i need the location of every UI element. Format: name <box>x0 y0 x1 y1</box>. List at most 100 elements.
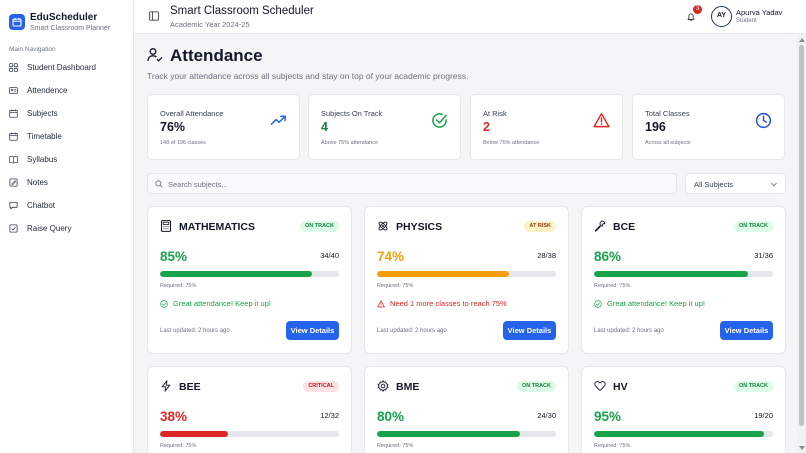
lightning-icon <box>161 380 171 392</box>
sidebar-item-label: Raise Query <box>27 224 72 233</box>
warning-icon <box>593 112 610 128</box>
subject-name: HV <box>613 381 628 393</box>
required-note: Required: 75% <box>377 443 414 449</box>
avatar[interactable]: AY <box>711 6 732 27</box>
stat-card-at-risk: At Risk 2 Below 75% attendance <box>470 94 623 160</box>
sidebar-item-raise-query[interactable]: Raise Query <box>0 217 134 240</box>
status-badge: ON TRACK <box>516 381 556 392</box>
sidebar-item-student-dashboard[interactable]: Student Dashboard <box>0 56 134 79</box>
heart-icon <box>594 381 606 392</box>
sidebar-item-label: Syllabus <box>27 155 58 164</box>
attendance-percent: 85% <box>160 249 188 264</box>
progress-fill <box>377 431 521 437</box>
sidebar-toggle-icon[interactable] <box>149 11 159 21</box>
sidebar-item-label: Timetable <box>27 132 62 141</box>
subject-name: BEE <box>179 381 201 393</box>
attendance-ratio: 24/30 <box>537 411 556 420</box>
search-input[interactable] <box>168 177 668 191</box>
calculator-icon <box>161 220 171 232</box>
warning-icon <box>377 299 385 307</box>
book-icon <box>9 155 18 164</box>
atom-icon <box>378 221 388 231</box>
progress-fill <box>594 271 748 277</box>
stat-note: Below 75% attendance <box>483 140 540 146</box>
chevron-down-icon <box>771 182 777 187</box>
notification-badge: 3 <box>693 5 702 14</box>
attendance-percent: 80% <box>377 409 405 424</box>
progress-bar <box>160 431 339 437</box>
view-details-button[interactable]: View Details <box>503 321 556 340</box>
stat-value: 76% <box>160 120 186 134</box>
attendance-percent: 95% <box>594 409 622 424</box>
progress-fill <box>160 271 313 277</box>
attendance-ratio: 12/32 <box>320 411 339 420</box>
subject-name: PHYSICS <box>396 221 443 233</box>
id-card-icon <box>9 87 18 94</box>
sidebar-item-label: Notes <box>27 178 48 187</box>
required-note: Required: 75% <box>594 443 631 449</box>
stat-label: At Risk <box>483 109 507 118</box>
chat-icon <box>9 201 18 210</box>
attendance-percent: 86% <box>594 249 622 264</box>
stat-card-subjects-on-track: Subjects On Track 4 Above 75% attendance <box>308 94 461 160</box>
note-icon <box>9 178 18 187</box>
search-box <box>147 173 677 194</box>
attendance-percent: 74% <box>377 249 405 264</box>
stat-card-total-classes: Total Classes 196 Across all subjects <box>632 94 785 160</box>
sidebar-item-subjects[interactable]: Subjects <box>0 102 134 125</box>
stat-label: Subjects On Track <box>321 109 383 118</box>
calendar-icon <box>9 132 18 141</box>
view-details-button[interactable]: View Details <box>720 321 773 340</box>
last-updated: Last updated: 2 hours ago <box>377 328 447 334</box>
calendar-icon <box>9 109 18 118</box>
sidebar-item-attendence[interactable]: Attendence <box>0 79 134 102</box>
attendance-percent: 38% <box>160 409 188 424</box>
progress-bar <box>160 271 339 277</box>
sidebar-item-timetable[interactable]: Timetable <box>0 125 134 148</box>
stat-label: Total Classes <box>645 109 690 118</box>
search-icon <box>155 180 163 188</box>
stat-note: 148 of 196 classes <box>160 140 206 146</box>
header-title: Smart Classroom Scheduler <box>170 5 314 17</box>
trending-up-icon <box>270 115 286 126</box>
subject-card-bce: BCE ON TRACK 86% 31/36 Required: 75% Gre… <box>581 206 786 354</box>
scroll-up-arrow-icon[interactable] <box>799 38 805 42</box>
required-note: Required: 75% <box>160 283 197 289</box>
scrollbar-thumb[interactable] <box>799 45 804 426</box>
stat-value: 4 <box>321 120 328 134</box>
user-role: Student <box>736 18 757 24</box>
sidebar-item-label: Chatbot <box>27 201 56 210</box>
stat-value: 2 <box>483 120 490 134</box>
check-circle-icon <box>594 299 602 308</box>
stat-value: 196 <box>645 120 666 134</box>
nav-heading: Main Navigation <box>9 46 56 53</box>
attendance-ratio: 31/36 <box>754 251 773 260</box>
subject-card-bee: BEE CRITICAL 38% 12/32 Required: 75% <box>147 366 352 453</box>
scroll-down-arrow-icon[interactable] <box>799 446 805 450</box>
subject-card-physics: PHYSICS AT RISK 74% 28/38 Required: 75% … <box>364 206 569 354</box>
status-message: Great attendance! Keep it up! <box>160 299 271 308</box>
subject-filter-select[interactable]: All Subjects <box>685 173 786 194</box>
page-subtitle: Track your attendance across all subject… <box>147 71 469 81</box>
progress-bar <box>594 271 773 277</box>
calendar-logo-icon <box>9 14 25 30</box>
subject-name: BME <box>396 381 420 393</box>
view-details-button[interactable]: View Details <box>286 321 339 340</box>
message-text: Need 1 more classes to reach 75% <box>390 299 507 308</box>
grid-icon <box>9 63 18 72</box>
top-header: Smart Classroom Scheduler Academic Year … <box>135 0 806 34</box>
app-tagline: Smart Classroom Planner <box>30 24 111 32</box>
progress-bar <box>377 271 556 277</box>
sidebar-item-notes[interactable]: Notes <box>0 171 134 194</box>
sidebar-item-syllabus[interactable]: Syllabus <box>0 148 134 171</box>
sidebar-item-chatbot[interactable]: Chatbot <box>0 194 134 217</box>
check-circle-icon <box>160 299 168 308</box>
user-check-icon <box>147 48 163 62</box>
check-circle-icon <box>432 113 447 128</box>
checkbox-icon <box>9 224 18 233</box>
stat-card-overall-attendance: Overall Attendance 76% 148 of 196 classe… <box>147 94 300 160</box>
bell-icon[interactable] <box>686 12 696 22</box>
sidebar: EduScheduler Smart Classroom Planner Mai… <box>0 0 134 453</box>
status-message: Need 1 more classes to reach 75% <box>377 299 507 308</box>
wrench-icon <box>594 220 606 232</box>
